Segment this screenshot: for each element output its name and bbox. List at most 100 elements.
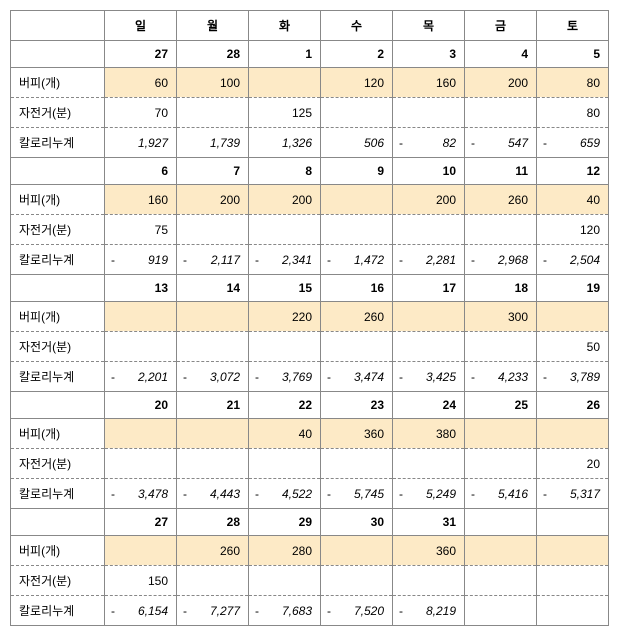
bike-cell [321, 215, 393, 245]
bike-cell [105, 449, 177, 479]
calorie-value: 3,425 [426, 370, 456, 384]
bike-cell [177, 98, 249, 128]
calorie-cell: -4,233 [465, 362, 537, 392]
bike-cell: 20 [537, 449, 609, 479]
calorie-value: 7,277 [210, 604, 240, 618]
burpee-cell: 120 [321, 68, 393, 98]
bike-cell [177, 215, 249, 245]
calorie-cell: -2,341 [249, 245, 321, 275]
calorie-cell: -4,443 [177, 479, 249, 509]
calorie-cell: -7,277 [177, 596, 249, 626]
negative-mark: - [255, 487, 259, 501]
calorie-cell: -4,522 [249, 479, 321, 509]
burpee-cell: 300 [465, 302, 537, 332]
bike-label: 자전거(분) [11, 332, 105, 362]
negative-mark: - [471, 136, 475, 150]
date-row: 2728293031 [11, 509, 609, 536]
calorie-value: 1,927 [138, 136, 168, 150]
calorie-cell: -3,789 [537, 362, 609, 392]
negative-mark: - [543, 487, 547, 501]
calorie-value: 547 [508, 136, 528, 150]
bike-cell [321, 449, 393, 479]
bike-cell [537, 566, 609, 596]
calorie-cell [465, 596, 537, 626]
bike-cell [105, 332, 177, 362]
calorie-cell: -5,249 [393, 479, 465, 509]
negative-mark: - [471, 253, 475, 267]
bike-cell [393, 98, 465, 128]
negative-mark: - [183, 370, 187, 384]
negative-mark: - [111, 370, 115, 384]
calorie-value: 2,281 [426, 253, 456, 267]
date-cell: 12 [537, 158, 609, 185]
date-cell: 2 [321, 41, 393, 68]
burpee-cell: 40 [249, 419, 321, 449]
calorie-label: 칼로리누계 [11, 128, 105, 158]
weekday-header: 금 [465, 11, 537, 41]
bike-cell [321, 98, 393, 128]
date-cell: 4 [465, 41, 537, 68]
date-cell: 10 [393, 158, 465, 185]
calorie-cell: - 2,201 [105, 362, 177, 392]
negative-mark: - [327, 253, 331, 267]
calorie-label: 칼로리누계 [11, 245, 105, 275]
bike-label: 자전거(분) [11, 98, 105, 128]
negative-mark: - [327, 370, 331, 384]
calorie-value: 7,520 [354, 604, 384, 618]
burpee-label: 버피(개) [11, 536, 105, 566]
date-cell: 1 [249, 41, 321, 68]
negative-mark: - [111, 253, 115, 267]
burpee-cell [465, 419, 537, 449]
bike-row: 자전거(분)50 [11, 332, 609, 362]
date-cell: 3 [393, 41, 465, 68]
negative-mark: - [399, 604, 403, 618]
date-cell: 8 [249, 158, 321, 185]
calorie-cell: - 3,425 [393, 362, 465, 392]
calorie-cell: -2,968 [465, 245, 537, 275]
date-cell: 16 [321, 275, 393, 302]
burpee-cell [321, 185, 393, 215]
calorie-cell: -5,416 [465, 479, 537, 509]
burpee-cell: 280 [249, 536, 321, 566]
calorie-cell: -82 [393, 128, 465, 158]
calorie-cell: -7,520 [321, 596, 393, 626]
burpee-cell [105, 419, 177, 449]
calorie-value: 8,219 [426, 604, 456, 618]
calorie-cell: -5,317 [537, 479, 609, 509]
date-cell: 27 [105, 41, 177, 68]
negative-mark: - [399, 487, 403, 501]
date-label-empty [11, 392, 105, 419]
burpee-cell: 380 [393, 419, 465, 449]
burpee-row: 버피(개)40360380 [11, 419, 609, 449]
bike-cell [393, 332, 465, 362]
date-cell: 7 [177, 158, 249, 185]
bike-cell: 70 [105, 98, 177, 128]
burpee-label: 버피(개) [11, 68, 105, 98]
burpee-row: 버피(개)260280360 [11, 536, 609, 566]
burpee-row: 버피(개)220260300 [11, 302, 609, 332]
burpee-cell: 100 [177, 68, 249, 98]
bike-cell: 125 [249, 98, 321, 128]
calorie-value: 2,201 [138, 370, 168, 384]
bike-cell [465, 449, 537, 479]
date-cell: 25 [465, 392, 537, 419]
weekday-header: 화 [249, 11, 321, 41]
burpee-cell [465, 536, 537, 566]
date-cell: 28 [177, 509, 249, 536]
date-cell: 26 [537, 392, 609, 419]
burpee-cell: 220 [249, 302, 321, 332]
negative-mark: - [399, 370, 403, 384]
bike-cell [465, 566, 537, 596]
date-row: 13141516171819 [11, 275, 609, 302]
calorie-cell: -3,474 [321, 362, 393, 392]
calorie-value: 7,683 [282, 604, 312, 618]
burpee-cell: 200 [465, 68, 537, 98]
calorie-cell: - 8,219 [393, 596, 465, 626]
negative-mark: - [471, 487, 475, 501]
burpee-cell: 40 [537, 185, 609, 215]
date-cell: 13 [105, 275, 177, 302]
burpee-row: 버피(개)6010012016020080 [11, 68, 609, 98]
calorie-value: 1,472 [354, 253, 384, 267]
calorie-value: 3,789 [570, 370, 600, 384]
burpee-cell: 360 [393, 536, 465, 566]
